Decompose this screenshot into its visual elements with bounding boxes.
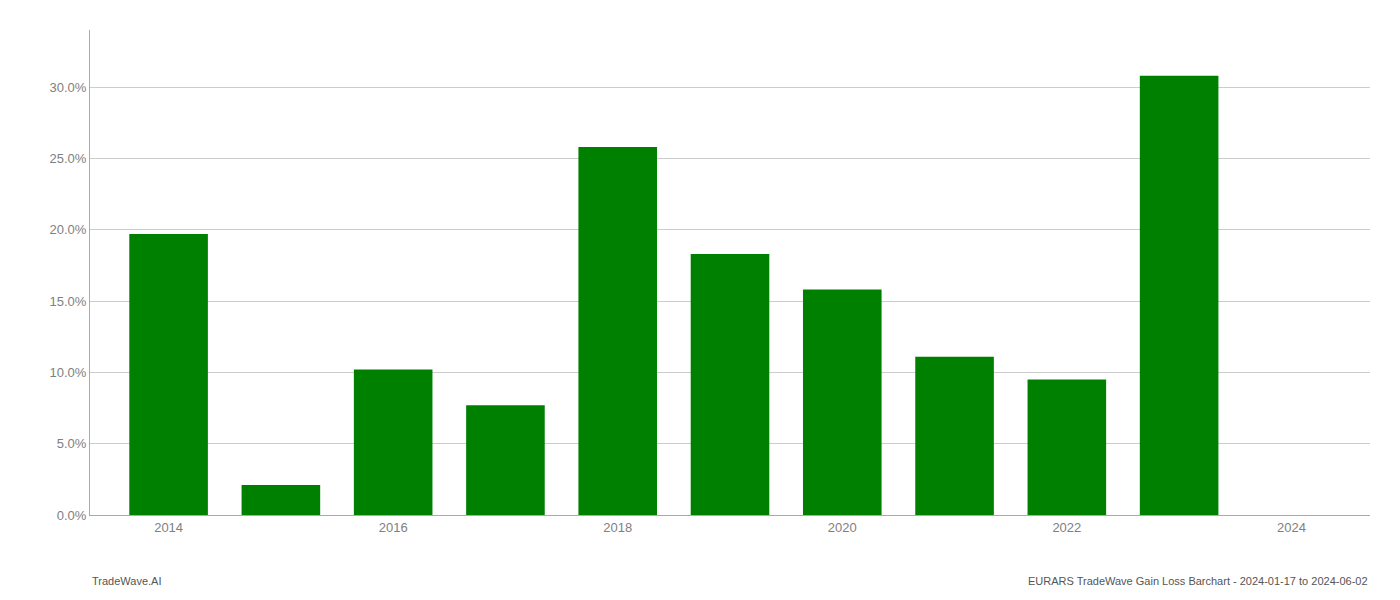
- svg-text:TradeWave.AI: TradeWave.AI: [92, 575, 162, 587]
- svg-text:2016: 2016: [379, 520, 408, 535]
- svg-text:2020: 2020: [828, 520, 857, 535]
- svg-text:25.0%: 25.0%: [50, 151, 87, 166]
- svg-text:EURARS TradeWave Gain Loss Bar: EURARS TradeWave Gain Loss Barchart - 20…: [1028, 575, 1368, 587]
- svg-text:15.0%: 15.0%: [50, 294, 87, 309]
- svg-text:10.0%: 10.0%: [50, 365, 87, 380]
- svg-text:2014: 2014: [154, 520, 183, 535]
- svg-text:2018: 2018: [603, 520, 632, 535]
- svg-text:30.0%: 30.0%: [50, 80, 87, 95]
- svg-text:5.0%: 5.0%: [57, 436, 87, 451]
- svg-text:2022: 2022: [1052, 520, 1081, 535]
- svg-text:0.0%: 0.0%: [57, 508, 87, 523]
- svg-text:2024: 2024: [1277, 520, 1306, 535]
- svg-text:20.0%: 20.0%: [50, 222, 87, 237]
